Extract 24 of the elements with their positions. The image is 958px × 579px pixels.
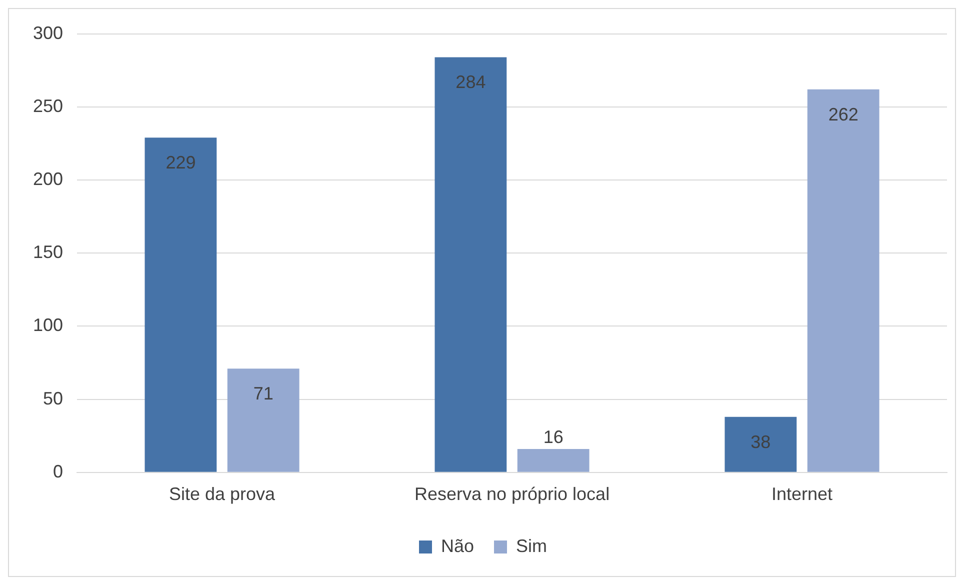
legend-label: Sim: [516, 536, 548, 556]
legend-label: Não: [440, 536, 474, 556]
data-label: 71: [253, 384, 274, 404]
y-tick-label: 200: [32, 168, 64, 189]
data-label: 229: [166, 152, 196, 173]
data-label: 38: [750, 432, 771, 452]
bar: [434, 57, 507, 472]
y-tick-label: 150: [32, 242, 64, 262]
y-tick-label: 50: [43, 388, 64, 408]
x-tick-label: Site da prova: [168, 484, 276, 504]
data-label: 262: [828, 104, 858, 124]
bar: [227, 368, 300, 472]
y-tick-label: 250: [32, 96, 64, 116]
y-tick-label: 100: [32, 315, 64, 336]
data-label: 284: [456, 72, 486, 92]
bar: [724, 416, 797, 472]
x-tick-label: Reserva no próprio local: [414, 484, 610, 504]
x-tick-label: Internet: [771, 484, 833, 504]
data-label: 16: [543, 426, 564, 447]
bar: [144, 138, 217, 472]
bar: [517, 449, 590, 472]
y-tick-label: 0: [53, 461, 64, 482]
bar: [807, 89, 880, 472]
y-tick-label: 300: [32, 22, 64, 43]
